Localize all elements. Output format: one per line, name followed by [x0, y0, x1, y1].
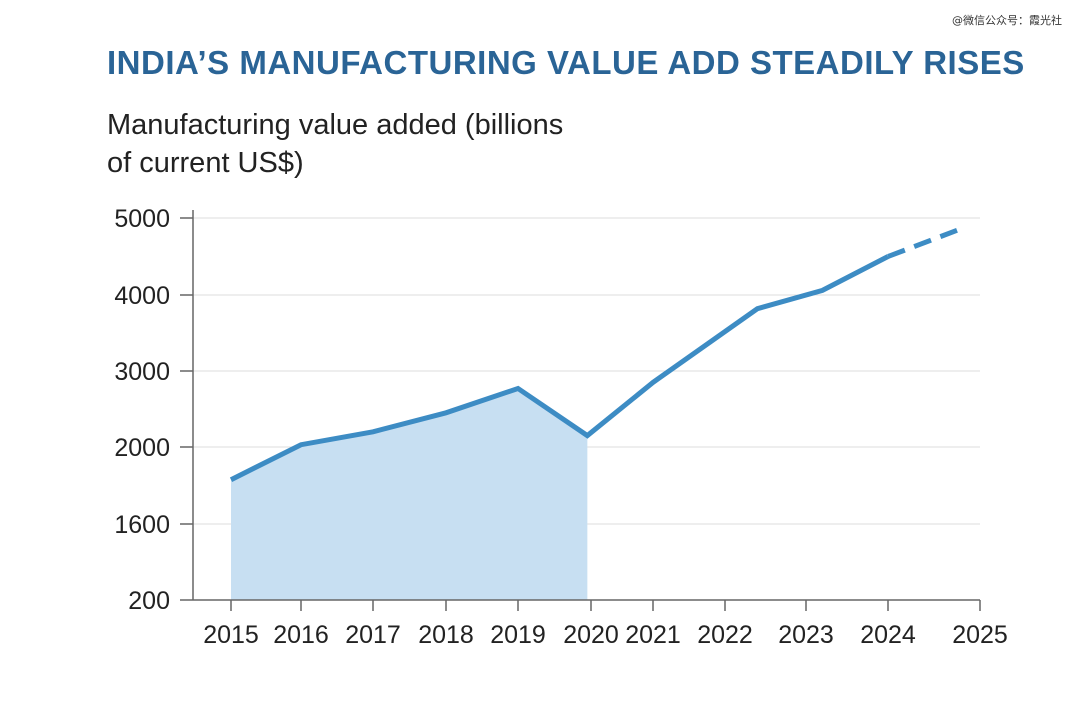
x-tick-labels: 2015 2016 2017 2018 2019 2020 2021 2022 2023 2024…	[203, 621, 1008, 649]
y-tick-label: 5000	[114, 205, 170, 233]
x-tick-label: 2022	[697, 621, 753, 649]
y-tick-labels: 5000 4000 3000 2000 1600 200	[114, 205, 170, 615]
y-tick-label: 1600	[114, 511, 170, 539]
y-tick-label: 200	[128, 587, 170, 615]
x-tick-label: 2024	[860, 621, 916, 649]
x-tick-label: 2025	[952, 621, 1008, 649]
x-tick-label: 2019	[490, 621, 546, 649]
x-tick-label: 2015	[203, 621, 259, 649]
axes	[180, 210, 981, 611]
y-tick-label: 2000	[114, 434, 170, 462]
x-tick-label: 2016	[273, 621, 329, 649]
y-tick-label: 3000	[114, 358, 170, 386]
chart-title: INDIA’S MANUFACTURING VALUE ADD STEADILY…	[107, 44, 1025, 81]
series-line-projection	[887, 227, 958, 259]
x-tick-label: 2021	[625, 621, 681, 649]
y-tick-label: 4000	[114, 282, 170, 310]
chart-subtitle: Manufacturing value added (billions of c…	[107, 109, 564, 179]
x-tick-label: 2020	[563, 621, 619, 649]
x-tick-label: 2023	[778, 621, 834, 649]
x-tick-label: 2017	[345, 621, 401, 649]
x-tick-label: 2018	[418, 621, 474, 649]
series-lines	[229, 227, 958, 482]
watermark: @微信公众号：霞光社	[952, 14, 1062, 27]
series-line	[229, 254, 890, 482]
